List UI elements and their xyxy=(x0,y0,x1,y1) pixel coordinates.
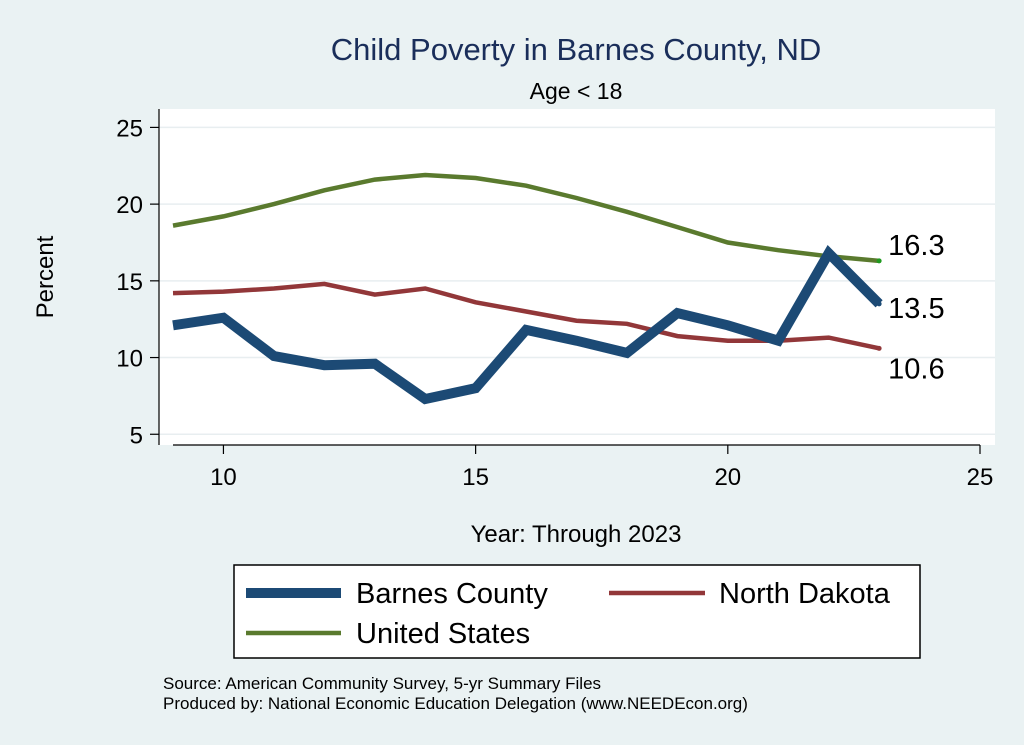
end-point-united-states xyxy=(876,258,882,264)
y-tick-label-15: 15 xyxy=(116,269,143,296)
end-label-barnes-county: 13.5 xyxy=(888,293,944,325)
y-tick-label-5: 5 xyxy=(130,422,143,449)
y-tick-label-20: 20 xyxy=(116,192,143,219)
end-point-north-dakota xyxy=(876,345,882,351)
series-line-barnes-county xyxy=(172,245,883,405)
x-tick-label-15: 15 xyxy=(462,464,489,491)
x-axis-label: Year: Through 2023 xyxy=(471,521,682,548)
series-line-united-states xyxy=(172,172,880,264)
legend: Barnes County North Dakota United States xyxy=(246,578,891,650)
y-axis-label: Percent xyxy=(32,235,59,318)
legend-box xyxy=(233,564,921,659)
x-tick-label-25: 25 xyxy=(967,464,994,491)
legend-label-north-dakota: North Dakota xyxy=(719,578,891,610)
end-label-north-dakota: 10.6 xyxy=(888,353,944,385)
source-note: Source: American Community Survey, 5-yr … xyxy=(163,674,601,693)
series-lines xyxy=(172,172,883,405)
y-tick-label-25: 25 xyxy=(116,115,143,142)
plot-area xyxy=(159,109,995,445)
end-labels: 13.5 10.6 16.3 xyxy=(876,230,945,385)
produced-by-note: Produced by: National Economic Education… xyxy=(163,694,748,713)
chart-subtitle: Age < 18 xyxy=(530,78,623,104)
end-label-united-states: 16.3 xyxy=(888,230,944,262)
y-tick-label-10: 10 xyxy=(116,346,143,373)
x-tick-label-20: 20 xyxy=(714,464,741,491)
legend-label-united-states: United States xyxy=(356,618,530,650)
axes: 5 10 15 20 25 10 15 20 25 xyxy=(116,109,993,491)
end-point-barnes-county xyxy=(876,301,882,307)
legend-label-barnes-county: Barnes County xyxy=(356,578,548,610)
x-tick-label-10: 10 xyxy=(210,464,237,491)
chart-title: Child Poverty in Barnes County, ND xyxy=(331,32,821,67)
